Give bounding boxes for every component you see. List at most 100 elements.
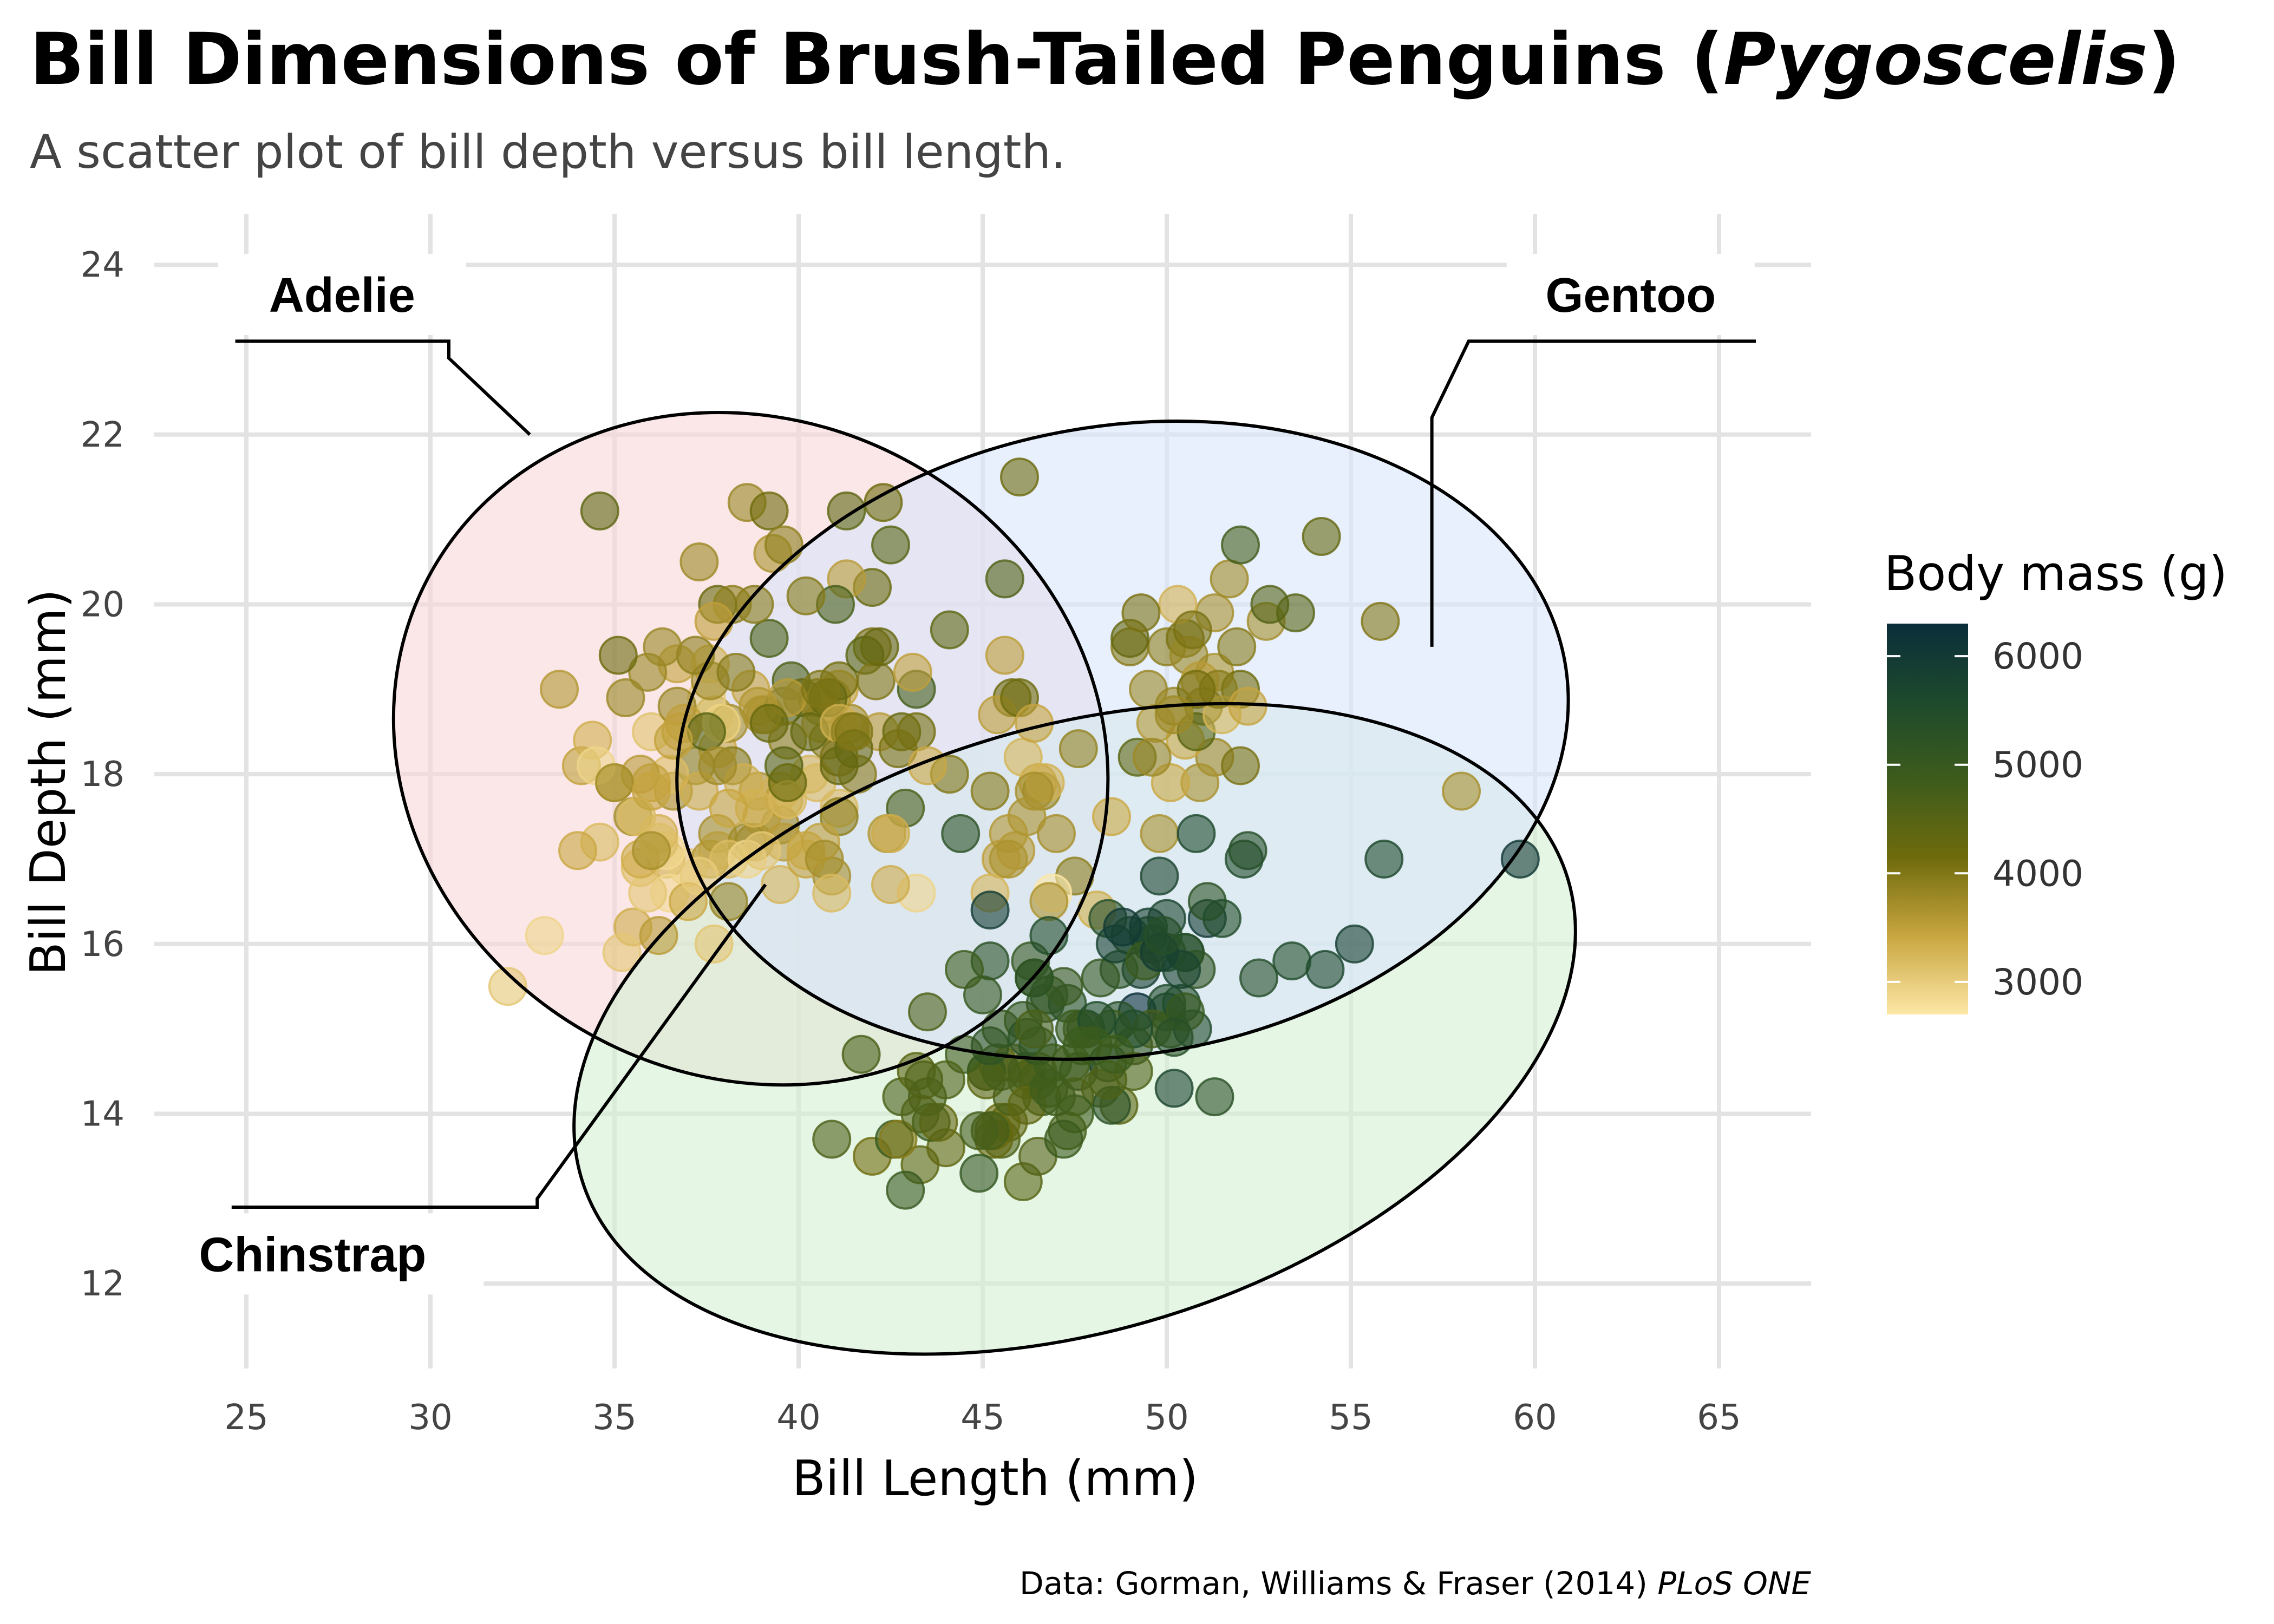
species-label-gentoo: Gentoo <box>1545 269 1716 323</box>
data-point <box>1062 1026 1102 1066</box>
data-point <box>1092 797 1131 836</box>
data-point <box>1143 916 1183 955</box>
data-point <box>786 576 826 615</box>
data-point <box>1228 686 1267 726</box>
data-point <box>1276 593 1315 633</box>
leader-line-adelie <box>235 339 531 436</box>
y-tick-label: 12 <box>81 1264 125 1304</box>
data-point <box>1364 839 1404 879</box>
x-tick-label: 25 <box>224 1398 268 1438</box>
ellipse-outline-chinstrap <box>675 420 1570 1061</box>
data-point <box>694 601 734 641</box>
data-point <box>893 652 932 692</box>
leader-line-chinstrap <box>231 883 767 1209</box>
y-tick-label: 18 <box>81 755 125 795</box>
data-point <box>959 1111 999 1150</box>
data-point <box>654 721 693 760</box>
x-axis-label: Bill Length (mm) <box>792 1450 1198 1507</box>
data-point <box>805 839 844 879</box>
data-point <box>1162 949 1201 989</box>
data-point <box>679 542 719 582</box>
legend-tick-label: 4000 <box>1992 853 2083 894</box>
species-ellipse-outlines <box>391 410 1577 1356</box>
data-point <box>1305 949 1345 989</box>
data-source-caption: Data: Gorman, Williams & Fraser (2014) P… <box>1020 1565 1811 1602</box>
x-tick-label: 50 <box>1145 1398 1188 1438</box>
data-point <box>698 746 737 785</box>
y-axis-label: Bill Depth (mm) <box>20 589 77 975</box>
data-point <box>643 627 682 666</box>
data-point <box>827 491 866 531</box>
data-point <box>926 1060 965 1099</box>
data-point <box>749 491 789 531</box>
data-point <box>580 491 619 531</box>
data-point <box>856 661 896 700</box>
axis-ticks: 25 30 35 40 45 50 55 60 65 12 14 16 18 20 22 24 <box>81 245 1741 1438</box>
data-point <box>1140 814 1179 853</box>
data-point <box>801 670 840 709</box>
x-tick-label: 40 <box>776 1398 820 1438</box>
data-point <box>970 890 1010 930</box>
data-point <box>632 831 671 870</box>
x-tick-label: 35 <box>592 1398 636 1438</box>
data-point <box>1000 457 1039 497</box>
data-point <box>595 763 634 802</box>
data-point <box>1029 882 1069 921</box>
data-point <box>812 873 852 913</box>
data-point <box>1361 601 1400 641</box>
data-point <box>1081 958 1120 998</box>
data-point <box>1154 695 1194 735</box>
y-tick-label: 20 <box>81 585 125 625</box>
data-point <box>1272 941 1312 981</box>
ellipse-outline-gentoo <box>572 702 1577 1356</box>
data-point <box>1173 610 1212 650</box>
data-point <box>488 967 527 1006</box>
x-tick-label: 55 <box>1329 1398 1373 1438</box>
data-point <box>945 949 984 989</box>
x-tick-label: 60 <box>1513 1398 1557 1438</box>
ellipse-outline-adelie <box>391 410 1110 1087</box>
x-tick-label: 30 <box>408 1398 452 1438</box>
data-point <box>1095 1034 1135 1074</box>
x-tick-label: 65 <box>1697 1398 1741 1438</box>
label-box-chinstrap <box>141 1213 484 1295</box>
data-point <box>908 992 947 1032</box>
species-callouts: Adelie Gentoo Chinstrap <box>141 253 1756 1295</box>
data-point <box>1217 627 1257 666</box>
y-tick-label: 16 <box>81 925 125 965</box>
x-tick-label: 45 <box>960 1398 1004 1438</box>
data-point <box>900 1094 940 1134</box>
label-box-gentoo <box>1506 253 1755 335</box>
data-point <box>768 763 807 802</box>
data-point <box>1121 593 1161 633</box>
data-point <box>871 525 910 565</box>
data-point <box>606 678 645 717</box>
data-point <box>1228 831 1267 870</box>
data-point <box>1221 525 1260 565</box>
data-point <box>970 771 1010 811</box>
data-point <box>1239 958 1278 998</box>
data-point <box>1500 839 1540 879</box>
legend-tick-label: 5000 <box>1992 744 2083 786</box>
data-point <box>1195 1077 1234 1117</box>
data-point <box>709 882 748 921</box>
data-point <box>558 831 597 870</box>
data-point <box>864 483 903 522</box>
data-point <box>1058 729 1098 769</box>
legend-tick-label: 6000 <box>1992 636 2083 677</box>
data-point <box>1154 1018 1194 1057</box>
data-point <box>628 873 668 913</box>
data-point <box>860 627 899 666</box>
data-point <box>959 1154 999 1193</box>
legend-tick-label: 3000 <box>1992 961 2083 1003</box>
data-point <box>1044 1119 1083 1159</box>
data-point <box>761 865 800 905</box>
data-point <box>1177 670 1216 709</box>
data-point <box>540 670 579 709</box>
data-point <box>1154 1069 1194 1108</box>
data-point <box>871 814 910 853</box>
color-legend: Body mass (g) 6000 5000 4000 3000 <box>1884 546 2227 1014</box>
data-point <box>1103 907 1142 947</box>
data-point <box>841 1034 881 1074</box>
